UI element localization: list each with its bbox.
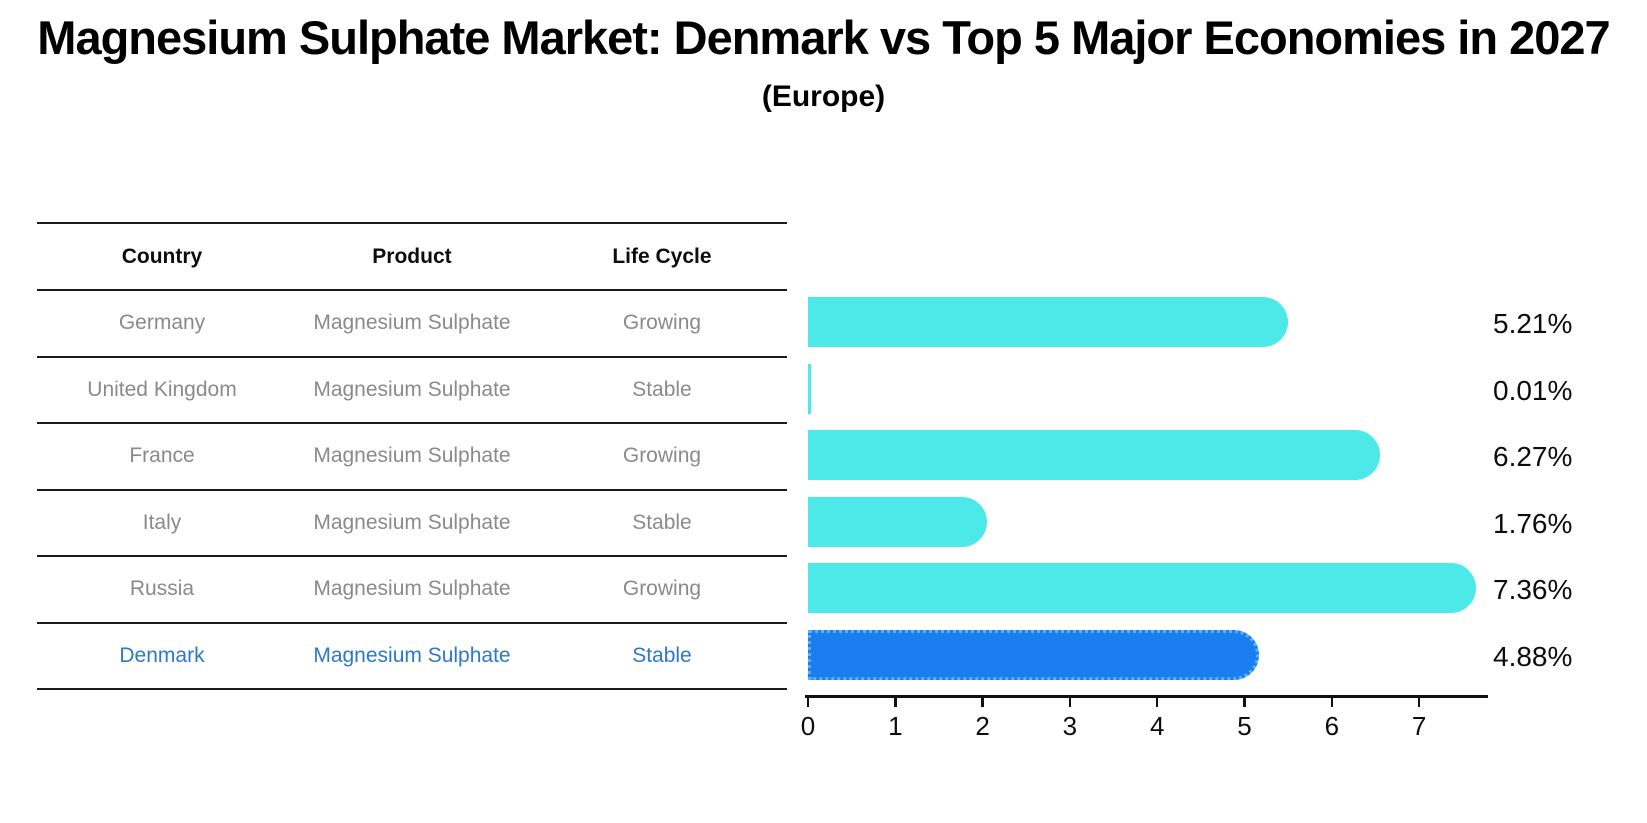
cell-country: Germany xyxy=(118,311,206,335)
cell-life-cycle: Growing xyxy=(622,577,702,601)
value-label: 1.76% xyxy=(1493,507,1573,539)
tick-label: 7 xyxy=(1411,710,1427,741)
tick-label: 5 xyxy=(1237,710,1252,741)
tick-mark xyxy=(1155,697,1159,707)
value-label: 4.88% xyxy=(1493,640,1573,672)
cell-product: Magnesium Sulphate xyxy=(313,311,511,335)
cell-country: United Kingdom xyxy=(87,377,237,401)
tick-mark xyxy=(1417,697,1421,707)
tick-mark xyxy=(894,697,897,707)
tick-mark xyxy=(1330,697,1334,707)
table-row: France Magnesium Sulphate Growing xyxy=(37,424,787,491)
x-axis-line xyxy=(805,695,1488,698)
tick-label: 0 xyxy=(800,710,816,741)
cell-product: Magnesium Sulphate xyxy=(313,377,511,401)
tick-mark xyxy=(1068,697,1072,707)
table-row: United Kingdom Magnesium Sulphate Stable xyxy=(37,358,787,424)
cell-country: Russia xyxy=(129,577,195,601)
bar-italy xyxy=(808,496,987,547)
cell-life-cycle: Stable xyxy=(632,643,692,667)
cell-life-cycle: Stable xyxy=(632,377,692,401)
cell-life-cycle: Growing xyxy=(622,444,702,468)
bar-russia xyxy=(808,563,1476,614)
tick-mark xyxy=(1243,697,1246,707)
bar-row xyxy=(808,356,1498,423)
table-row: Italy Magnesium Sulphate Stable xyxy=(37,491,787,557)
header-cell-country: Country xyxy=(121,244,203,268)
header-cell-product: Product xyxy=(372,244,452,268)
bar-row xyxy=(808,555,1498,622)
bar-row xyxy=(808,622,1498,689)
bar-denmark xyxy=(808,629,1260,680)
tick-label: 1 xyxy=(888,710,903,741)
tick-label: 3 xyxy=(1062,710,1078,741)
value-label: 7.36% xyxy=(1493,574,1573,605)
bar-france xyxy=(808,430,1381,481)
bar-row xyxy=(808,289,1498,356)
table-row: Germany Magnesium Sulphate Growing xyxy=(37,291,787,358)
cell-product: Magnesium Sulphate xyxy=(313,643,511,667)
table-row: Russia Magnesium Sulphate Growing xyxy=(37,557,787,624)
bar-row xyxy=(808,422,1498,489)
data-table: Country Product Life Cycle Germany Magne… xyxy=(37,222,787,690)
cell-country: Italy xyxy=(142,510,182,534)
x-axis: 0 1 2 3 4 5 6 7 xyxy=(801,695,1488,745)
cell-life-cycle: Stable xyxy=(632,510,692,534)
header-cell-life-cycle: Life Cycle xyxy=(612,244,712,268)
bar-germany xyxy=(808,297,1288,348)
tick-label: 4 xyxy=(1149,710,1165,741)
tick-mark xyxy=(981,697,984,707)
chart-title: Magnesium Sulphate Market: Denmark vs To… xyxy=(37,11,1610,64)
tick-mark xyxy=(806,697,810,707)
table-header-row: Country Product Life Cycle xyxy=(37,224,787,291)
value-labels: 5.21% 0.01% 6.27% 1.76% 7.36% 4.88% xyxy=(1493,291,1613,690)
cell-product: Magnesium Sulphate xyxy=(313,510,511,534)
table-row: Denmark Magnesium Sulphate Stable xyxy=(37,624,787,690)
tick-label: 6 xyxy=(1324,710,1340,741)
cell-life-cycle: Growing xyxy=(622,311,702,335)
tick-label: 2 xyxy=(975,710,990,741)
value-label: 0.01% xyxy=(1493,374,1573,406)
value-label: 5.21% xyxy=(1493,308,1573,339)
cell-product: Magnesium Sulphate xyxy=(313,577,511,601)
bar-united-kingdom xyxy=(808,363,811,414)
chart-subtitle: (Europe) xyxy=(761,80,886,113)
cell-country: Denmark xyxy=(119,643,205,667)
bar-plot-area xyxy=(808,289,1498,688)
value-label: 6.27% xyxy=(1493,441,1573,472)
cell-product: Magnesium Sulphate xyxy=(313,444,511,468)
cell-country: France xyxy=(129,444,195,468)
bar-row xyxy=(808,489,1498,556)
